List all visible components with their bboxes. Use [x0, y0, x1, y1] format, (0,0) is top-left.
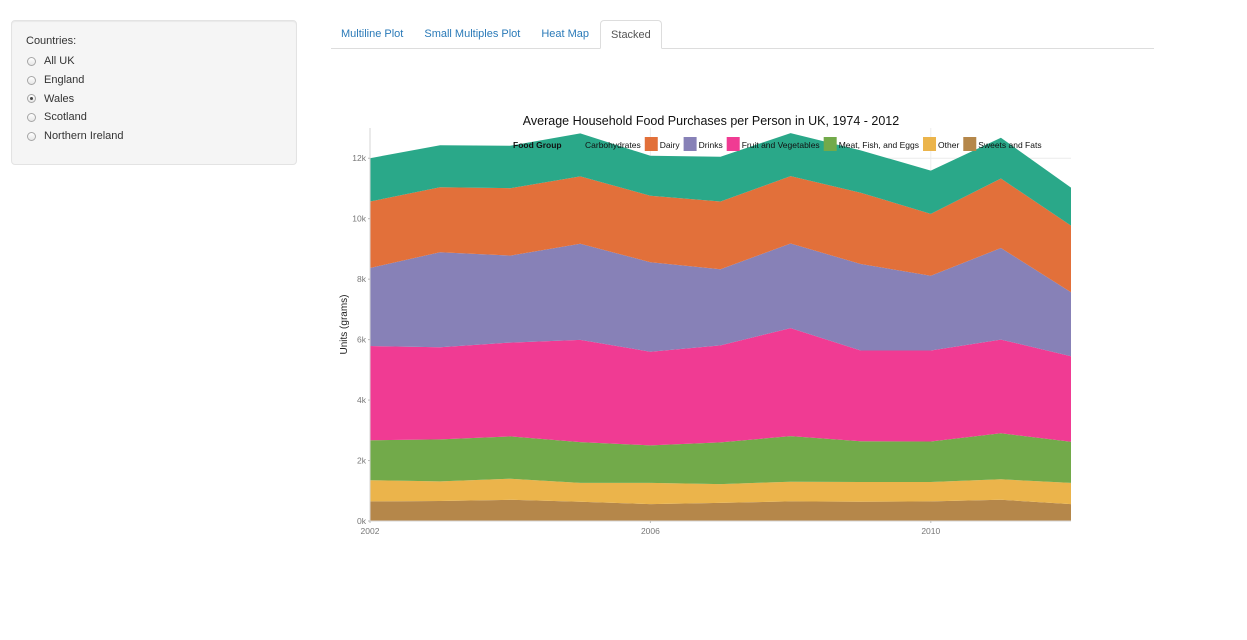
radio-option-northern-ireland[interactable]: Northern Ireland [26, 127, 282, 146]
country-selector-panel: Countries: All UK England Wales Scotland… [11, 20, 297, 165]
legend-title: Food Group [513, 140, 562, 150]
legend-label-drinks: Drinks [699, 140, 723, 150]
stacked-area-chart: Average Household Food Purchases per Per… [339, 114, 1071, 536]
legend-swatch-carbohydrates [570, 137, 583, 151]
legend-swatch-sweets-and-fats [963, 137, 977, 151]
tab-stacked[interactable]: Stacked [600, 20, 662, 49]
legend-label-fruit-and-vegetables: Fruit and Vegetables [742, 140, 820, 150]
legend-swatch-dairy [644, 137, 658, 151]
legend-swatch-meat-fish-and-eggs [823, 137, 837, 151]
legend-label-dairy: Dairy [660, 140, 681, 150]
countries-label: Countries: [26, 35, 77, 47]
radio-label: All UK [44, 55, 75, 68]
radio-button-icon[interactable] [27, 112, 36, 122]
radio-button-icon[interactable] [27, 94, 36, 104]
y-tick-label: 10k [352, 214, 366, 224]
x-tick-label: 2010 [921, 526, 940, 536]
tab-small-multiples-plot[interactable]: Small Multiples Plot [424, 28, 521, 40]
tab-heat-map[interactable]: Heat Map [541, 28, 590, 40]
radio-label: Wales [44, 92, 75, 105]
y-tick-label: 0k [357, 516, 367, 526]
radio-button-icon[interactable] [27, 56, 36, 66]
radio-button-icon[interactable] [27, 131, 36, 141]
radio-button-icon[interactable] [27, 75, 36, 85]
axes: 0k 2k 4k 6k 8k 10k 12k 2002 2006 2010 [352, 128, 1071, 536]
x-tick-label: 2002 [361, 526, 380, 536]
radio-option-england[interactable]: England [26, 71, 282, 90]
radio-option-all-uk[interactable]: All UK [26, 52, 282, 71]
x-tick-label: 2006 [641, 526, 660, 536]
legend: Food Group Carbohydrates Dairy Drinks Fruit … [513, 137, 1042, 151]
legend-label-sweets-and-fats: Sweets and Fats [978, 140, 1041, 150]
legend-label-other: Other [938, 140, 959, 150]
area-dairy [370, 176, 1071, 293]
plot-tabs: Multiline Plot Small Multiples Plot Heat… [331, 20, 1154, 49]
radio-label: Northern Ireland [44, 130, 124, 143]
legend-swatch-drinks [683, 137, 697, 151]
area-drinks [370, 243, 1071, 357]
tab-multiline-plot[interactable]: Multiline Plot [341, 28, 404, 40]
chart-title: Average Household Food Purchases per Per… [523, 114, 899, 128]
radio-label: Scotland [44, 111, 87, 124]
legend-label-meat-fish-and-eggs: Meat, Fish, and Eggs [839, 140, 919, 150]
radio-option-wales[interactable]: Wales [26, 89, 282, 108]
country-radio-group: All UK England Wales Scotland Northern I… [26, 52, 282, 145]
y-tick-label: 6k [357, 335, 367, 345]
radio-option-scotland[interactable]: Scotland [26, 108, 282, 127]
y-axis-title: Units (grams) [339, 294, 350, 354]
area-layers [370, 133, 1071, 521]
y-tick-label: 8k [357, 274, 367, 284]
area-other [370, 478, 1071, 505]
legend-swatch-fruit-and-vegetables [726, 137, 740, 151]
y-tick-label: 12k [352, 153, 366, 163]
legend-label-carbohydrates: Carbohydrates [585, 140, 641, 150]
area-sweets-and-fats [370, 499, 1071, 521]
radio-label: England [44, 74, 85, 87]
legend-swatch-other [923, 137, 937, 151]
area-carbohydrates [370, 133, 1071, 226]
area-meat-fish-and-eggs [370, 433, 1071, 485]
y-tick-label: 4k [357, 395, 367, 405]
area-fruit-and-vegetables [370, 328, 1071, 446]
y-tick-label: 2k [357, 456, 367, 466]
